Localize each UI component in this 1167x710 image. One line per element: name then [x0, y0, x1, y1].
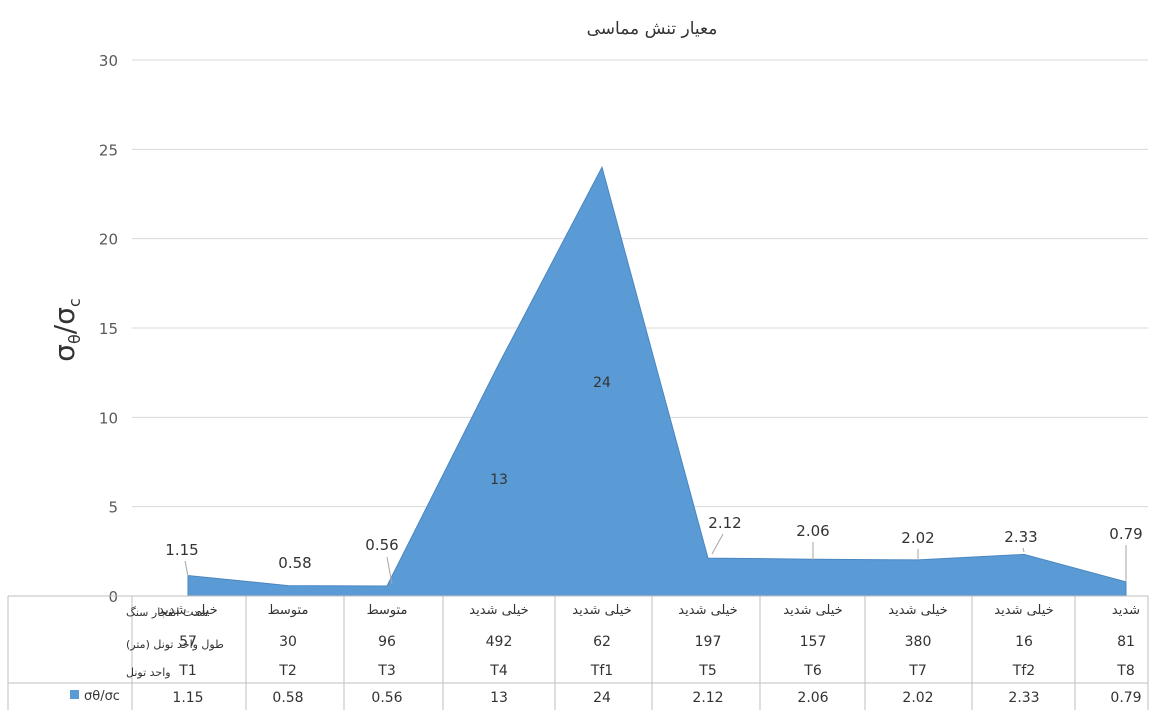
table-value-cell: 2.12 [692, 690, 723, 706]
table-cell: خیلی شدید [572, 603, 631, 618]
table-cell: خیلی شدید [678, 603, 737, 618]
table-cell: 157 [800, 634, 827, 650]
data-label-T7: 2.02 [901, 529, 934, 547]
chart-title: معیار تنش مماسی [587, 19, 718, 39]
table-cell: 380 [905, 634, 932, 650]
table-row-label: طول واحد تونل (متر) [126, 638, 224, 651]
table-cell: خیلی شدید [783, 603, 842, 618]
table-row-label: واحد تونل [126, 666, 171, 679]
table-cell: T7 [908, 663, 926, 679]
table-cell: 96 [378, 634, 396, 650]
table-value-cell: 24 [593, 690, 611, 706]
table-value-cell: 2.02 [902, 690, 933, 706]
table-cell: خیلی شدید [469, 603, 528, 618]
table-cell: 62 [593, 634, 611, 650]
table-cell: متوسط [367, 603, 408, 618]
table-cell: 57 [179, 634, 197, 650]
data-label-Tf1: 24 [593, 375, 611, 391]
y-tick-label: 20 [99, 231, 118, 249]
table-cell: 197 [695, 634, 722, 650]
table-cell: T4 [489, 663, 508, 679]
data-label-leader [184, 560, 189, 577]
data-label-leader [386, 556, 393, 585]
data-label-T5: 2.12 [708, 514, 741, 532]
data-label-T6: 2.06 [796, 522, 829, 540]
table-value-cell: 13 [490, 690, 508, 706]
table-value-cell: 0.58 [272, 690, 303, 706]
table-cell: Tf2 [1012, 663, 1035, 679]
y-axis-label-sigma: σ [48, 344, 81, 362]
y-tick-label: 0 [108, 588, 118, 606]
table-cell: 16 [1015, 634, 1033, 650]
table-cell: T8 [1116, 663, 1134, 679]
y-tick-label: 25 [99, 141, 118, 159]
svg-text:σθ/σc: σθ/σc [48, 298, 84, 362]
data-table: شدت انفجار سنگ طول واحد تونل (متر) واحد تو… [7, 595, 1149, 710]
table-cell: 81 [1117, 634, 1135, 650]
table-cell: T2 [278, 663, 296, 679]
data-labels: 1.15 0.58 0.56 13 24 2.12 2.06 2.02 2.33 0.79 [165, 375, 1143, 585]
table-row-label: شدت انفجار سنگ [126, 606, 208, 619]
table-cell: T3 [377, 663, 395, 679]
data-label-leader [1022, 547, 1025, 553]
table-cell: T1 [178, 663, 196, 679]
y-axis-label-sigma-c: σ [48, 307, 81, 325]
table-value-cell: 1.15 [172, 690, 203, 706]
y-tick-labels: 0 5 10 15 20 25 30 [99, 52, 118, 606]
y-axis-label: σθ/σc [48, 298, 84, 362]
y-axis-label-c: c [65, 298, 84, 307]
table-cell: T6 [803, 663, 822, 679]
table-cell: خیلی شدید [994, 603, 1053, 618]
legend-swatch [70, 690, 79, 699]
data-label-T2: 0.58 [278, 554, 311, 572]
y-tick-label: 15 [99, 320, 118, 338]
y-axis-label-theta: θ [65, 334, 84, 344]
table-value-cell: 0.79 [1110, 690, 1141, 706]
table-value-cell: 2.33 [1008, 690, 1039, 706]
data-label-T1: 1.15 [165, 541, 198, 559]
series-area [187, 165, 1127, 597]
data-label-Tf2: 2.33 [1004, 528, 1037, 546]
legend-label: σθ/σc [84, 689, 120, 704]
table-cell: 30 [279, 634, 297, 650]
table-value-cell: 2.06 [797, 690, 828, 706]
table-value-cell: 0.56 [371, 690, 402, 706]
table-cell: شدید [1112, 603, 1140, 618]
data-label-T4: 13 [490, 472, 508, 488]
y-tick-label: 5 [108, 499, 118, 517]
table-cell: خیلی شدید [158, 603, 217, 618]
table-cell: Tf1 [590, 663, 613, 679]
table-cell: T5 [698, 663, 716, 679]
table-cell: 492 [486, 634, 513, 650]
y-tick-label: 30 [99, 52, 118, 70]
table-cell: متوسط [268, 603, 309, 618]
y-tick-label: 10 [99, 409, 118, 427]
data-label-leader [711, 533, 724, 555]
table-cell: خیلی شدید [888, 603, 947, 618]
data-label-T3: 0.56 [365, 536, 398, 554]
data-label-T8: 0.79 [1109, 525, 1142, 543]
series-area-sigma-ratio [187, 165, 1127, 597]
